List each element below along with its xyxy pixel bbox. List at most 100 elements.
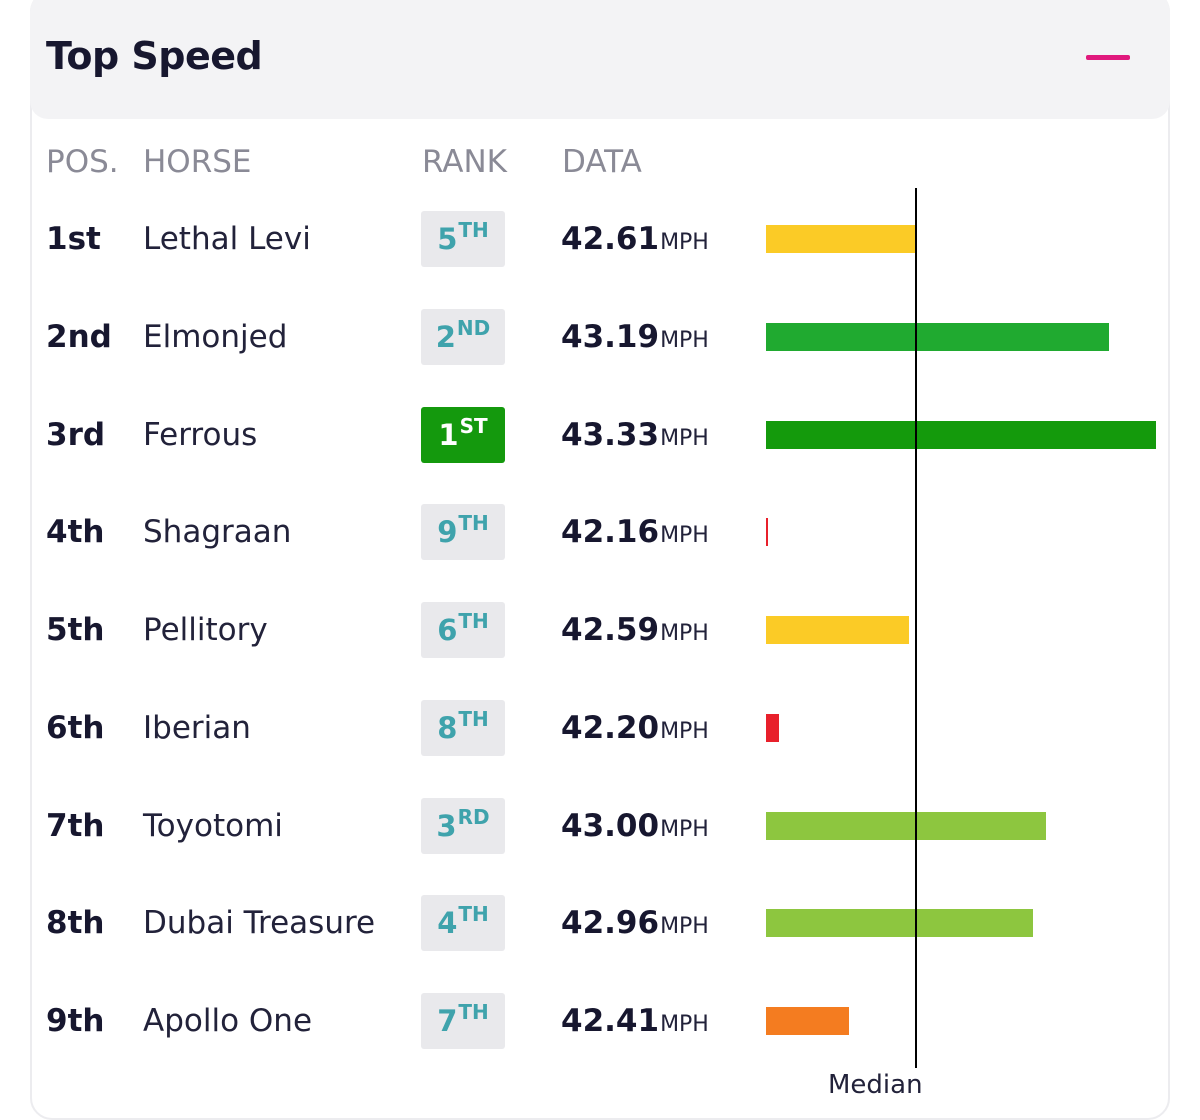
speed-value: 43.33MPH <box>561 417 709 453</box>
speed-bar-track <box>766 811 1166 840</box>
speed-number: 43.19 <box>561 318 660 355</box>
speed-number: 42.41 <box>561 1003 660 1039</box>
speed-number: 42.20 <box>561 709 660 746</box>
rank-number: 5 <box>437 222 458 256</box>
speed-bar-track <box>766 420 1166 449</box>
table-row: 5th Pellitory 6 TH 42.59MPH <box>0 590 1200 688</box>
horse-name[interactable]: Shagraan <box>143 514 292 551</box>
table-row: 3rd Ferrous 1 ST 43.33MPH <box>0 395 1200 493</box>
rank-number: 1 <box>438 417 459 452</box>
speed-bar-track <box>766 225 1166 253</box>
table-row: 2nd Elmonjed 2 ND 43.19MPH <box>0 297 1200 395</box>
rank-badge: 1 ST <box>421 406 505 463</box>
horse-name[interactable]: Elmonjed <box>143 318 288 355</box>
position-label: 8th <box>46 905 105 942</box>
speed-bar <box>766 322 1110 351</box>
speed-bar-track <box>766 518 1166 547</box>
speed-value: 42.61MPH <box>561 221 709 257</box>
speed-number: 42.96 <box>561 905 660 942</box>
horse-name[interactable]: Lethal Levi <box>143 221 311 257</box>
column-header-rank: RANK <box>422 144 508 180</box>
position-label: 5th <box>46 612 105 648</box>
table-row: 6th Iberian 8 TH 42.20MPH <box>0 688 1200 786</box>
rank-number: 4 <box>437 906 458 941</box>
table-row: 1st Lethal Levi 5 TH 42.61MPH <box>0 199 1200 297</box>
speed-value: 43.00MPH <box>561 808 709 844</box>
speed-bar <box>766 420 1156 449</box>
position-label: 6th <box>46 709 105 746</box>
speed-value: 42.59MPH <box>561 612 709 648</box>
rank-suffix: TH <box>458 511 489 536</box>
speed-unit: MPH <box>660 914 709 940</box>
rank-badge: 7 TH <box>421 993 505 1049</box>
median-label: Median <box>828 1070 923 1100</box>
speed-value: 42.16MPH <box>561 514 709 550</box>
rank-suffix: TH <box>458 609 489 633</box>
table-row: 4th Shagraan 9 TH 42.16MPH <box>0 492 1200 590</box>
rank-badge: 6 TH <box>421 602 505 658</box>
position-label: 9th <box>46 1003 105 1039</box>
horse-name[interactable]: Pellitory <box>143 612 268 648</box>
column-header-data: DATA <box>562 144 642 180</box>
rank-suffix: TH <box>458 902 489 927</box>
speed-bar-track <box>766 713 1166 742</box>
position-label: 1st <box>46 221 101 257</box>
speed-value: 42.41MPH <box>561 1003 709 1039</box>
rank-badge: 8 TH <box>421 699 505 756</box>
column-header-pos: POS. <box>46 144 119 180</box>
speed-value: 43.19MPH <box>561 319 709 355</box>
rank-badge: 9 TH <box>421 504 505 561</box>
table-row: 8th Dubai Treasure 4 TH 42.96MPH <box>0 883 1200 981</box>
rank-suffix: TH <box>458 218 489 242</box>
speed-unit: MPH <box>660 816 709 842</box>
speed-bar-track <box>766 1007 1166 1035</box>
speed-unit: MPH <box>660 621 709 646</box>
rank-number: 9 <box>437 515 458 550</box>
speed-number: 43.33 <box>561 416 660 453</box>
speed-number: 43.00 <box>561 807 660 844</box>
rank-badge: 5 TH <box>421 211 505 267</box>
speed-unit: MPH <box>660 327 709 353</box>
speed-unit: MPH <box>660 523 709 549</box>
rank-number: 2 <box>435 319 456 354</box>
speed-bar <box>766 616 910 644</box>
speed-value: 42.20MPH <box>561 710 709 746</box>
speed-bar <box>766 518 768 547</box>
position-label: 2nd <box>46 318 112 355</box>
position-label: 4th <box>46 514 105 551</box>
rank-number: 8 <box>437 710 458 745</box>
speed-bar <box>766 1007 850 1035</box>
median-line <box>915 188 917 1068</box>
speed-bar-track <box>766 616 1166 644</box>
horse-name[interactable]: Toyotomi <box>143 807 283 844</box>
column-header-horse: HORSE <box>143 144 252 180</box>
rank-suffix: ND <box>456 315 491 340</box>
speed-bar <box>766 225 916 253</box>
minus-icon <box>1086 55 1130 60</box>
speed-number: 42.59 <box>561 612 660 648</box>
card-header[interactable] <box>30 0 1170 119</box>
table-row: 9th Apollo One 7 TH 42.41MPH <box>0 981 1200 1079</box>
rank-badge: 2 ND <box>421 308 505 365</box>
speed-number: 42.16 <box>561 514 660 551</box>
rank-suffix: RD <box>457 804 490 829</box>
position-label: 7th <box>46 807 105 844</box>
position-label: 3rd <box>46 416 106 453</box>
rank-suffix: ST <box>459 413 488 438</box>
speed-unit: MPH <box>660 718 709 744</box>
speed-bar <box>766 811 1046 840</box>
rank-number: 6 <box>437 613 458 647</box>
collapse-button[interactable] <box>1086 49 1130 79</box>
speed-bar-track <box>766 322 1166 351</box>
speed-unit: MPH <box>660 425 709 451</box>
horse-name[interactable]: Apollo One <box>143 1003 313 1039</box>
speed-bar <box>766 909 1033 938</box>
horse-name[interactable]: Dubai Treasure <box>143 905 376 942</box>
speed-unit: MPH <box>660 230 709 255</box>
rank-number: 3 <box>436 808 457 843</box>
horse-name[interactable]: Ferrous <box>143 416 258 453</box>
horse-name[interactable]: Iberian <box>143 709 251 746</box>
speed-bar <box>766 713 780 742</box>
table-row: 7th Toyotomi 3 RD 43.00MPH <box>0 786 1200 884</box>
rank-badge: 3 RD <box>421 797 505 854</box>
